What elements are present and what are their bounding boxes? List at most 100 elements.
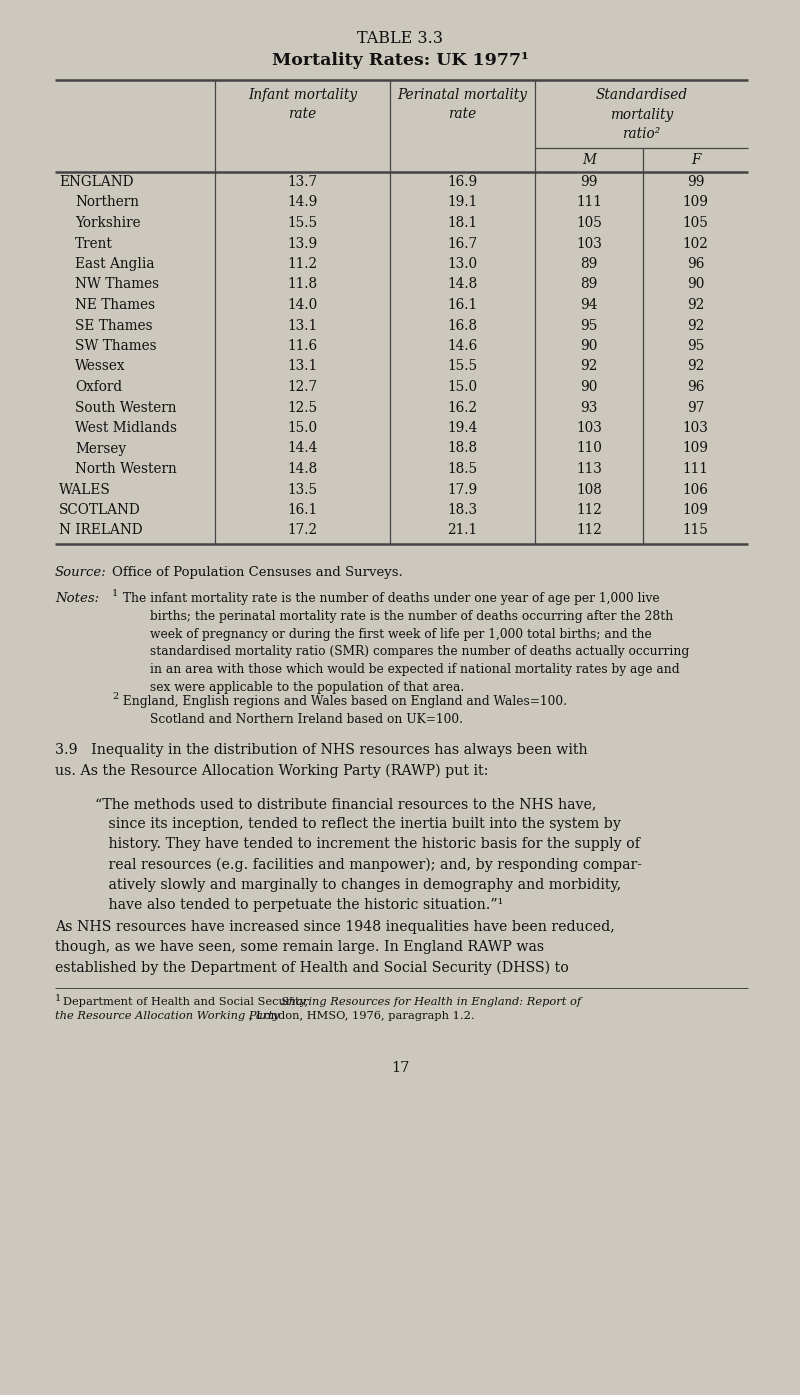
Text: 1: 1 [112,589,118,598]
Text: 96: 96 [687,257,704,271]
Text: East Anglia: East Anglia [75,257,154,271]
Text: 1: 1 [55,995,62,1003]
Text: Oxford: Oxford [75,379,122,393]
Text: 112: 112 [576,504,602,518]
Text: NE Thames: NE Thames [75,299,155,312]
Text: the Resource Allocation Working Party: the Resource Allocation Working Party [55,1011,279,1021]
Text: North Western: North Western [75,462,177,476]
Text: 97: 97 [687,400,704,414]
Text: 16.1: 16.1 [287,504,318,518]
Text: 17: 17 [391,1062,409,1076]
Text: ENGLAND: ENGLAND [59,174,134,188]
Text: 14.9: 14.9 [287,195,318,209]
Text: NW Thames: NW Thames [75,278,159,292]
Text: Infant mortality
rate: Infant mortality rate [248,88,357,121]
Text: 13.5: 13.5 [287,483,318,497]
Text: 19.4: 19.4 [447,421,478,435]
Text: 13.9: 13.9 [287,237,318,251]
Text: 14.4: 14.4 [287,441,318,456]
Text: 115: 115 [682,523,709,537]
Text: 99: 99 [580,174,598,188]
Text: 92: 92 [687,299,704,312]
Text: 105: 105 [576,216,602,230]
Text: Trent: Trent [75,237,113,251]
Text: “The methods used to distribute financial resources to the NHS have,
   since it: “The methods used to distribute financia… [95,797,642,912]
Text: Notes:: Notes: [55,591,99,605]
Text: 110: 110 [576,441,602,456]
Text: SW Thames: SW Thames [75,339,157,353]
Text: SE Thames: SE Thames [75,318,153,332]
Text: West Midlands: West Midlands [75,421,177,435]
Text: 95: 95 [687,339,704,353]
Text: SCOTLAND: SCOTLAND [59,504,141,518]
Text: N IRELAND: N IRELAND [59,523,142,537]
Text: 14.8: 14.8 [287,462,318,476]
Text: 113: 113 [576,462,602,476]
Text: Sharing Resources for Health in England: Report of: Sharing Resources for Health in England:… [281,997,581,1007]
Text: 11.8: 11.8 [287,278,318,292]
Text: 105: 105 [682,216,709,230]
Text: 111: 111 [576,195,602,209]
Text: 112: 112 [576,523,602,537]
Text: 109: 109 [682,195,709,209]
Text: WALES: WALES [59,483,110,497]
Text: 11.2: 11.2 [287,257,318,271]
Text: 18.5: 18.5 [447,462,478,476]
Text: 102: 102 [682,237,709,251]
Text: 108: 108 [576,483,602,497]
Text: 99: 99 [686,174,704,188]
Text: Perinatal mortality
rate: Perinatal mortality rate [398,88,527,121]
Text: South Western: South Western [75,400,177,414]
Text: TABLE 3.3: TABLE 3.3 [357,31,443,47]
Text: 92: 92 [580,360,598,374]
Text: 106: 106 [682,483,709,497]
Text: 13.7: 13.7 [287,174,318,188]
Text: 12.7: 12.7 [287,379,318,393]
Text: 15.5: 15.5 [287,216,318,230]
Text: 14.6: 14.6 [447,339,478,353]
Text: 18.3: 18.3 [447,504,478,518]
Text: Source:: Source: [55,566,106,579]
Text: 17.9: 17.9 [447,483,478,497]
Text: 109: 109 [682,441,709,456]
Text: 109: 109 [682,504,709,518]
Text: 103: 103 [576,237,602,251]
Text: Northern: Northern [75,195,139,209]
Text: 16.1: 16.1 [447,299,478,312]
Text: 14.0: 14.0 [287,299,318,312]
Text: 13.1: 13.1 [287,360,318,374]
Text: The infant mortality rate is the number of deaths under one year of age per 1,00: The infant mortality rate is the number … [119,591,690,693]
Text: 2: 2 [112,692,118,702]
Text: Department of Health and Social Security,: Department of Health and Social Security… [63,997,312,1007]
Text: 92: 92 [687,318,704,332]
Text: 90: 90 [687,278,704,292]
Text: 89: 89 [580,278,598,292]
Text: Office of Population Censuses and Surveys.: Office of Population Censuses and Survey… [112,566,402,579]
Text: 15.5: 15.5 [447,360,478,374]
Text: 90: 90 [580,339,598,353]
Text: 13.0: 13.0 [447,257,478,271]
Text: 13.1: 13.1 [287,318,318,332]
Text: M: M [582,153,596,167]
Text: 11.6: 11.6 [287,339,318,353]
Text: 19.1: 19.1 [447,195,478,209]
Text: 18.8: 18.8 [447,441,478,456]
Text: 14.8: 14.8 [447,278,478,292]
Text: 103: 103 [576,421,602,435]
Text: 16.8: 16.8 [447,318,478,332]
Text: 12.5: 12.5 [287,400,318,414]
Text: 92: 92 [687,360,704,374]
Text: 21.1: 21.1 [447,523,478,537]
Text: 111: 111 [682,462,709,476]
Text: England, English regions and Wales based on England and Wales=100.
        Scotl: England, English regions and Wales based… [119,695,567,725]
Text: 95: 95 [580,318,598,332]
Text: 18.1: 18.1 [447,216,478,230]
Text: 96: 96 [687,379,704,393]
Text: Mersey: Mersey [75,441,126,456]
Text: Standardised
mortality
ratio²: Standardised mortality ratio² [595,88,687,141]
Text: 17.2: 17.2 [287,523,318,537]
Text: 16.9: 16.9 [447,174,478,188]
Text: 89: 89 [580,257,598,271]
Text: Yorkshire: Yorkshire [75,216,141,230]
Text: 3.9   Inequality in the distribution of NHS resources has always been with
us. A: 3.9 Inequality in the distribution of NH… [55,744,588,777]
